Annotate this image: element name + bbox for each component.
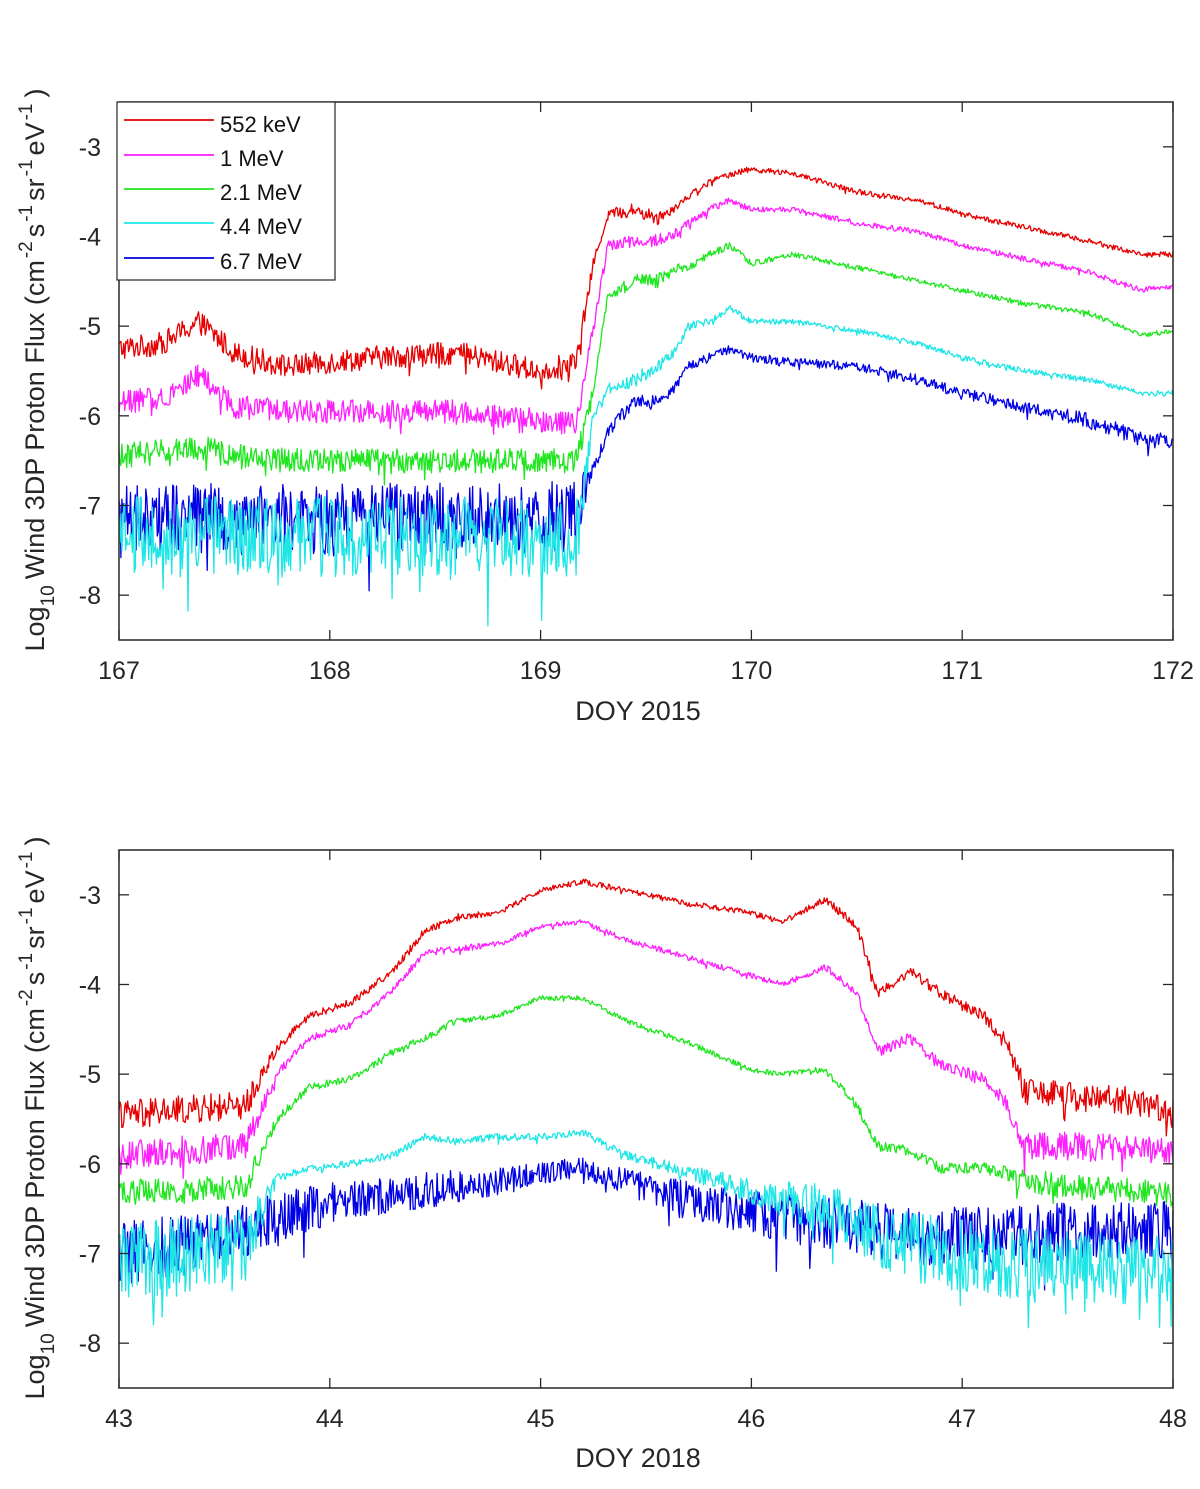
series-line-6-7mev-2015 xyxy=(118,345,1174,592)
legend: 552 keV 1 MeV 2.1 MeV 4.4 MeV 6.7 MeV xyxy=(116,101,336,281)
x-axis-label-2018: DOY 2018 xyxy=(575,1443,701,1473)
panel-2018: Log10Wind 3DP Proton Flux (cm-2s-1sr-1eV… xyxy=(16,837,1187,1473)
x-tick-label: 168 xyxy=(309,657,351,685)
y-tick-label: -6 xyxy=(79,403,101,431)
legend-label-6-7mev: 6.7 MeV xyxy=(220,249,302,274)
legend-entry-1mev: 1 MeV xyxy=(124,146,284,171)
x-tick-label: 43 xyxy=(105,1405,133,1433)
y-tick-label: -6 xyxy=(79,1151,101,1179)
legend-label-4-4mev: 4.4 MeV xyxy=(220,214,302,239)
legend-entry-4-4mev: 4.4 MeV xyxy=(124,214,302,239)
legend-box xyxy=(116,101,336,281)
y-tick-label: -4 xyxy=(79,972,101,1000)
x-tick-label: 172 xyxy=(1152,657,1194,685)
x-tick-label: 169 xyxy=(520,657,562,685)
series-line-2-1mev-2018 xyxy=(118,994,1174,1207)
x-axis-label-2015: DOY 2015 xyxy=(575,696,701,726)
series-line-2-1mev-2015 xyxy=(118,242,1174,486)
y-tick-label: -5 xyxy=(79,313,101,341)
y-axis-label-2018: Log10Wind 3DP Proton Flux (cm-2s-1sr-1eV… xyxy=(16,837,59,1400)
y-tick-label: -4 xyxy=(79,224,101,252)
x-tick-label: 47 xyxy=(948,1405,976,1433)
legend-label-552kev: 552 keV xyxy=(220,112,301,137)
legend-label-2-1mev: 2.1 MeV xyxy=(220,180,302,205)
x-tick-label: 48 xyxy=(1159,1405,1187,1433)
x-tick-label: 44 xyxy=(316,1405,344,1433)
panel-2015: Log10Wind 3DP Proton Flux (cm-2s-1sr-1eV… xyxy=(16,89,1194,726)
series-line-1mev-2018 xyxy=(118,919,1174,1179)
series-line-552kev-2015 xyxy=(118,166,1174,390)
y-tick-label: -7 xyxy=(79,1241,101,1269)
legend-entry-552kev: 552 keV xyxy=(124,112,301,137)
x-tick-label: 170 xyxy=(731,657,773,685)
legend-label-1mev: 1 MeV xyxy=(220,146,284,171)
plot-frame-2018 xyxy=(118,849,1174,1389)
series-line-4-4mev-2018 xyxy=(118,1129,1174,1329)
x-tick-label: 167 xyxy=(98,657,140,685)
x-tick-label: 171 xyxy=(941,657,983,685)
series-group-2015 xyxy=(118,166,1174,627)
y-tick-label: -3 xyxy=(79,882,101,910)
y-tick-label: -5 xyxy=(79,1061,101,1089)
series-group-2018 xyxy=(118,878,1174,1329)
y-tick-label: -7 xyxy=(79,493,101,521)
y-axis-label-2015: Log10Wind 3DP Proton Flux (cm-2s-1sr-1eV… xyxy=(16,89,59,652)
x-tick-label: 45 xyxy=(527,1405,555,1433)
series-line-4-4mev-2015 xyxy=(118,305,1174,627)
legend-entry-6-7mev: 6.7 MeV xyxy=(124,249,302,274)
ticks-2015: 167 168 169 170 171 172 -3 -4 -5 -6 -7 -8 xyxy=(79,102,1194,685)
y-tick-label: -8 xyxy=(79,582,101,610)
legend-entry-2-1mev: 2.1 MeV xyxy=(124,180,302,205)
y-tick-label: -3 xyxy=(79,134,101,162)
series-line-552kev-2018 xyxy=(118,878,1174,1137)
ticks-2018: 43 44 45 46 47 48 -3 -4 -5 -6 -7 -8 xyxy=(79,850,1187,1433)
y-tick-label: -8 xyxy=(79,1330,101,1358)
x-tick-label: 46 xyxy=(737,1405,765,1433)
series-line-1mev-2015 xyxy=(118,197,1174,435)
plot-frame-2015 xyxy=(118,101,1174,641)
